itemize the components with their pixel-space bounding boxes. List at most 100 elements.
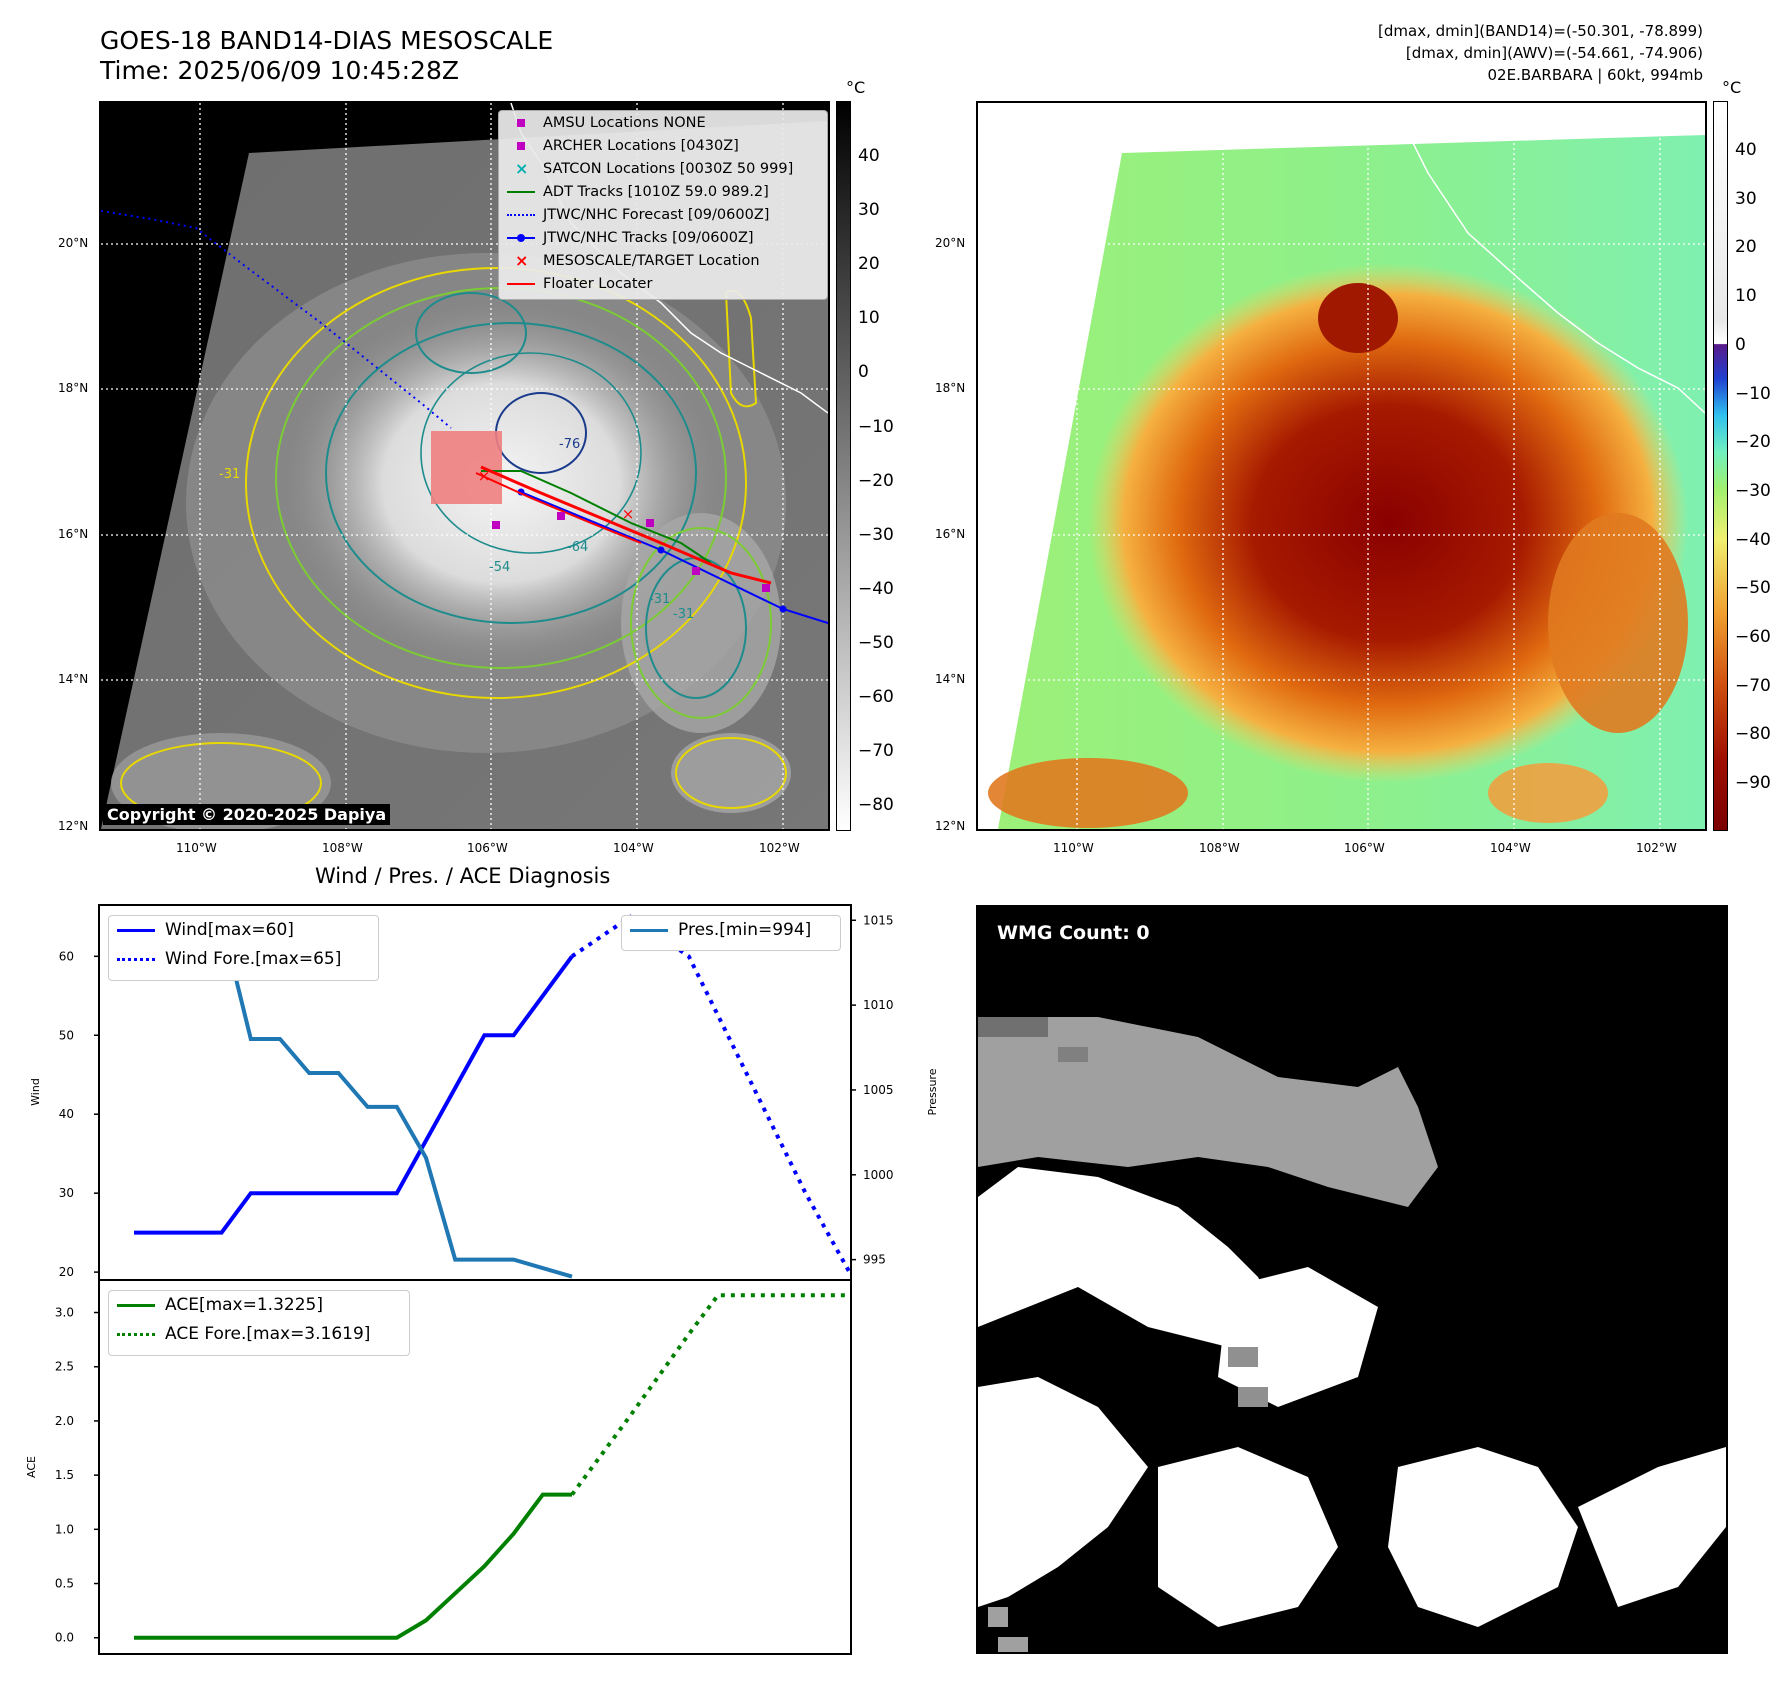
cross-icon: ×: [515, 159, 529, 178]
colorbar-tick-label: −20: [858, 470, 894, 491]
lon-label: 110°W: [176, 841, 217, 855]
legend-item-forecast: JTWC/NHC Forecast [09/0600Z]: [507, 205, 769, 225]
svg-text:×: ×: [478, 467, 491, 485]
colorbar-tick-label: 30: [1735, 188, 1757, 209]
wmg-count-label: WMG Count: 0: [990, 919, 1157, 947]
y-tick-label: 2.0: [55, 1414, 74, 1428]
contour-label: -31: [649, 592, 670, 607]
colorbar-tick-label: 0: [858, 362, 869, 383]
pressure-legend: Pres.[min=994]: [621, 915, 841, 951]
colorbar-tick-label: −70: [1735, 675, 1771, 696]
lon-label: 102°W: [1636, 841, 1677, 855]
legend-item-adt: ADT Tracks [1010Z 59.0 989.2]: [507, 182, 769, 202]
y-tick-label: 30: [59, 1186, 74, 1200]
colorbar-tick-label: −20: [1735, 432, 1771, 453]
colorbar-tick-label: −10: [858, 416, 894, 437]
legend-item-archer: ARCHER Locations [0430Z]: [507, 136, 739, 156]
ace-ylabel: ACE: [25, 1456, 38, 1478]
y-tick-label: 0.5: [55, 1577, 74, 1591]
y-tick-label: 50: [59, 1028, 74, 1042]
stats-awv: [dmax, dmin](AWV)=(-54.661, -74.906): [1405, 44, 1703, 62]
legend-item-wind: Wind[max=60]: [117, 920, 294, 940]
colorbar-tick-label: −40: [858, 578, 894, 599]
contour-label: -64: [567, 540, 588, 555]
y-tick-label: 3.0: [55, 1306, 74, 1320]
ace-legend: ACE[max=1.3225] ACE Fore.[max=3.1619]: [108, 1290, 410, 1356]
y-tick-label: 995: [863, 1253, 886, 1267]
chart-time: Time: 2025/06/09 10:45:28Z: [100, 56, 459, 85]
colorbar-tick-label: 20: [858, 254, 880, 275]
colorbar-tick-label: −30: [1735, 480, 1771, 501]
line-icon: [117, 928, 155, 932]
lon-label: 104°W: [1490, 841, 1531, 855]
lat-label: 14°N: [935, 672, 966, 686]
ace-line: [134, 1492, 572, 1640]
contour-label: -54: [489, 560, 510, 575]
contour-label: -31: [219, 467, 240, 482]
colorbar-tick-label: −90: [1735, 773, 1771, 794]
dotted-line-icon: [507, 214, 535, 216]
colorbar-tick-label: 0: [1735, 334, 1746, 355]
lat-label: 12°N: [935, 819, 966, 833]
y-tick-label: 0.0: [55, 1631, 74, 1645]
lon-label: 106°W: [1344, 841, 1385, 855]
pressure-line: [163, 918, 573, 1279]
lat-label: 20°N: [58, 236, 89, 250]
wind-ylabel: Wind: [29, 1078, 42, 1106]
legend-item-pressure: Pres.[min=994]: [630, 920, 811, 940]
legend-item-amsu: AMSU Locations NONE: [507, 113, 706, 133]
legend-item-ace-forecast: ACE Fore.[max=3.1619]: [117, 1324, 370, 1344]
colorbar-unit-left: °C: [846, 78, 866, 97]
colorbar-tick-label: −60: [1735, 627, 1771, 647]
y-tick-label: 1005: [863, 1083, 894, 1097]
dotted-line-icon: [117, 957, 155, 961]
lon-label: 108°W: [322, 841, 363, 855]
wmg-image: [978, 907, 1726, 1652]
legend-item-floater: Floater Locater: [507, 274, 652, 294]
colorbar-tick-label: 40: [1735, 140, 1757, 160]
map-legend: AMSU Locations NONE ARCHER Locations [04…: [498, 110, 828, 300]
awv-map-image: [978, 103, 1705, 829]
ace-axes: [98, 1279, 852, 1655]
colorbar-tick-label: −80: [1735, 724, 1771, 745]
wind-legend: Wind[max=60] Wind Fore.[max=65]: [108, 915, 379, 981]
legend-item-ace: ACE[max=1.3225]: [117, 1295, 323, 1315]
svg-text:×: ×: [622, 505, 635, 523]
wind-line: [134, 955, 574, 1235]
contour-label: -31: [673, 607, 694, 622]
legend-item-wind-forecast: Wind Fore.[max=65]: [117, 949, 341, 969]
y-tick-label: 2.5: [55, 1360, 74, 1374]
line-icon: [117, 1303, 155, 1307]
colorbar-tick-label: 30: [858, 200, 880, 221]
legend-item-target: × MESOSCALE/TARGET Location: [515, 251, 760, 270]
lon-label: 106°W: [467, 841, 508, 855]
lon-label: 102°W: [759, 841, 800, 855]
ir-map-panel: × × -76 -64 -54 -31 -31 -31 AMSU Locatio…: [99, 101, 830, 831]
lon-label: 110°W: [1053, 841, 1094, 855]
dotted-line-icon: [117, 1332, 155, 1336]
storm-info: 02E.BARBARA | 60kt, 994mb: [1487, 66, 1703, 84]
colorbar-right: [1713, 101, 1728, 831]
line-icon: [507, 283, 535, 285]
square-icon: [517, 142, 525, 150]
y-tick-label: 60: [59, 949, 74, 963]
colorbar-tick-label: −50: [1735, 578, 1771, 599]
legend-item-satcon: × SATCON Locations [0030Z 50 999]: [515, 159, 794, 178]
colorbar-tick-label: 40: [858, 146, 880, 166]
line-icon: [507, 191, 535, 193]
colorbar-tick-label: −30: [858, 524, 894, 545]
lon-label: 108°W: [1199, 841, 1240, 855]
lat-label: 16°N: [58, 527, 89, 541]
colorbar-tick-label: −60: [858, 687, 894, 707]
y-tick-label: 20: [59, 1265, 74, 1279]
colorbar-tick-label: −70: [858, 741, 894, 762]
y-tick-label: 40: [59, 1107, 74, 1121]
lat-label: 18°N: [58, 381, 89, 395]
ace-forecast-line: [570, 1293, 850, 1496]
lat-label: 16°N: [935, 527, 966, 541]
colorbar-tick-label: 20: [1735, 237, 1757, 258]
y-tick-label: 1010: [863, 998, 894, 1012]
lat-label: 18°N: [935, 381, 966, 395]
diagnosis-title: Wind / Pres. / ACE Diagnosis: [315, 864, 611, 888]
